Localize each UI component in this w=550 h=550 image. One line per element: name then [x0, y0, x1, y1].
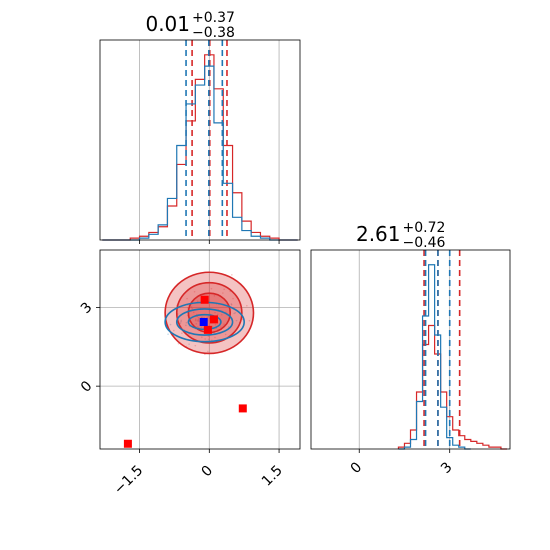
y-tick-label: 0: [78, 378, 96, 396]
sample-point: [235, 319, 238, 322]
sample-point: [196, 320, 199, 322]
title-plus: +0.37: [192, 10, 235, 26]
sample-point: [192, 311, 195, 314]
sample-point: [230, 303, 233, 305]
title-plus: +0.72: [403, 220, 446, 236]
title-value: 0.01: [145, 12, 190, 36]
sample-point: [216, 313, 219, 316]
histogram-series-red: [102, 54, 298, 241]
sample-point: [197, 319, 200, 322]
sample-point: [196, 300, 199, 303]
joint-panel: −1.5 0 1.5 0 3: [78, 249, 301, 498]
sample-point: [232, 297, 234, 300]
joint-plot-area: [100, 250, 300, 449]
marker-red_marker: [203, 325, 212, 334]
sample-point: [214, 323, 217, 326]
sample-point: [222, 292, 224, 294]
sample-point: [200, 316, 203, 319]
sample-point: [248, 319, 251, 322]
sample-point: [179, 322, 182, 325]
sample-point: [211, 325, 214, 328]
sample-point: [227, 326, 230, 328]
sample-point: [197, 326, 200, 329]
sample-point: [196, 326, 199, 328]
sample-point: [206, 316, 209, 319]
sample-point: [207, 315, 210, 318]
x-tick-label: 1.5: [259, 463, 286, 490]
marker-red_marker: [123, 439, 132, 448]
sample-point: [186, 297, 188, 300]
title-value: 2.61: [356, 222, 401, 246]
title-minus: −0.38: [192, 25, 235, 41]
sample-point: [214, 336, 216, 339]
histogram-series-blue: [102, 65, 298, 241]
axes-frame: [99, 249, 301, 450]
marker-blue_marker: [199, 318, 208, 327]
sample-point: [188, 343, 190, 345]
sample-point: [197, 316, 200, 319]
sample-point: [201, 316, 203, 319]
sample-point: [195, 322, 198, 325]
contour-red-level-1: [164, 271, 255, 355]
sample-point: [223, 288, 225, 291]
sample-point: [220, 326, 222, 328]
histogram-series-blue: [398, 264, 471, 450]
x-tick-label: −1.5: [111, 463, 146, 498]
sample-point: [180, 319, 183, 322]
sample-point: [190, 306, 193, 308]
sample-point: [180, 320, 182, 323]
y-tick-label: 3: [78, 300, 96, 318]
sample-point: [246, 304, 248, 307]
sample-point: [208, 317, 211, 320]
sample-point: [213, 294, 216, 297]
sample-point: [234, 312, 237, 314]
x-tick-label: 3: [438, 459, 456, 477]
sample-point: [224, 333, 227, 336]
title-minus: −0.46: [403, 235, 446, 251]
sample-point: [200, 326, 203, 329]
sample-point: [194, 319, 197, 322]
histogram-series-red: [397, 324, 507, 450]
contour-blue-level-2: [175, 308, 234, 336]
sample-point: [181, 332, 183, 334]
sample-point: [214, 311, 216, 314]
sample-point: [194, 344, 197, 347]
marginal-panel-param2: 2.61 +0.72−0.46 0 3: [310, 220, 511, 477]
sample-point: [173, 329, 175, 332]
sample-point: [210, 287, 213, 290]
sample-point: [167, 333, 169, 336]
sample-point: [169, 323, 172, 326]
sample-point: [204, 338, 207, 340]
sample-point: [231, 274, 233, 276]
sample-point: [230, 303, 233, 306]
sample-point: [197, 318, 199, 321]
sample-point: [198, 320, 200, 323]
sample-point: [223, 323, 225, 325]
sample-point: [195, 318, 197, 321]
marker-red_marker: [200, 295, 209, 304]
sample-point: [193, 290, 196, 293]
axes-frame: [310, 249, 511, 450]
marker-red_marker: [238, 404, 247, 413]
sample-point: [200, 336, 203, 338]
sample-point: [185, 321, 188, 324]
sample-point: [207, 350, 209, 353]
axes-frame: [99, 39, 301, 241]
sample-point: [207, 338, 210, 341]
sample-point: [185, 324, 187, 327]
marker-red_marker: [209, 315, 218, 324]
sample-point: [220, 313, 223, 316]
marginal-panel-param1: 0.01 +0.37−0.38: [99, 10, 301, 244]
sample-point: [191, 307, 194, 310]
x-tick-label: 0: [199, 463, 217, 481]
x-tick-label: 0: [348, 459, 366, 477]
sample-point: [233, 312, 235, 315]
sample-point: [203, 316, 205, 319]
